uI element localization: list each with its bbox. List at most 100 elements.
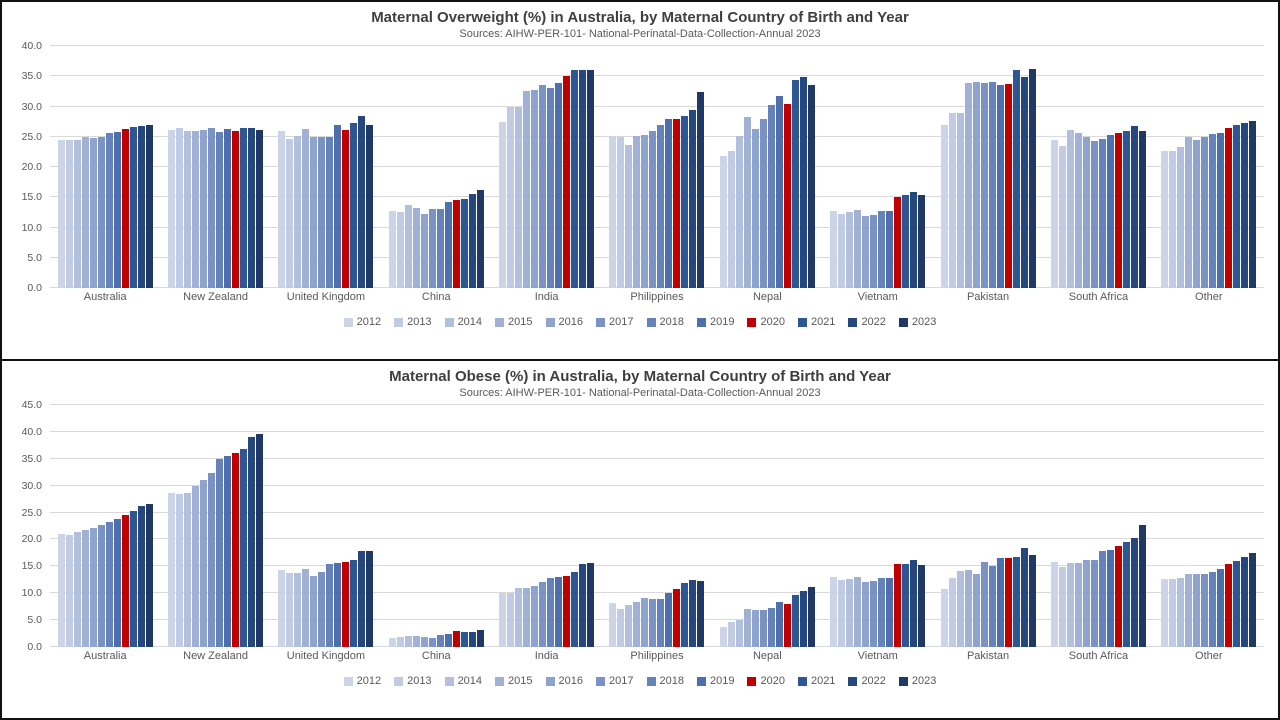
x-category-label: South Africa xyxy=(1068,291,1129,303)
bar-vietnam-2020 xyxy=(894,196,902,288)
bar-other-2017 xyxy=(1201,136,1209,288)
bar-other-2015 xyxy=(1185,574,1193,647)
x-category-label: China xyxy=(421,650,451,662)
bar-nepal-2019 xyxy=(775,601,783,647)
legend-label: 2019 xyxy=(709,316,735,328)
legend-label: 2019 xyxy=(709,675,735,687)
bar-pakistan-2016 xyxy=(972,82,980,288)
bar-pakistan-2021 xyxy=(1012,69,1020,288)
bar-philippines-2015 xyxy=(633,136,641,288)
bar-china-2023 xyxy=(476,629,484,647)
legend-swatch xyxy=(797,317,807,327)
bar-group xyxy=(1154,46,1264,288)
bar-india-2023 xyxy=(587,563,595,647)
bar-nepal-2012 xyxy=(719,155,727,288)
bar-china-2013 xyxy=(396,637,404,647)
bar-china-2020 xyxy=(452,630,460,647)
bar-other-2021 xyxy=(1233,124,1241,288)
bar-united-kingdom-2012 xyxy=(278,570,286,647)
legend-swatch xyxy=(495,317,505,327)
y-axis: 40.0 35.0 30.0 25.0 20.0 15.0 10.0 5.0 0.0 xyxy=(10,40,44,294)
legend-item-2012: 2012 xyxy=(343,675,382,687)
bar-other-2016 xyxy=(1193,574,1201,647)
legend-swatch xyxy=(343,317,353,327)
bar-australia-2022 xyxy=(137,125,145,288)
bar-united-kingdom-2012 xyxy=(278,130,286,288)
bar-nepal-2013 xyxy=(727,150,735,288)
legend-item-2014: 2014 xyxy=(444,316,482,328)
bar-united-kingdom-2016 xyxy=(310,136,318,288)
bar-vietnam-2012 xyxy=(830,576,838,647)
x-category-label: United Kingdom xyxy=(286,291,366,303)
bar-india-2022 xyxy=(579,69,587,288)
chart-subtitle: Sources: AIHW-PER-101- National-Perinata… xyxy=(459,387,821,399)
bar-india-2012 xyxy=(499,592,507,647)
bar-south-africa-2015 xyxy=(1074,132,1082,288)
bar-pakistan-2018 xyxy=(988,82,996,288)
bar-india-2014 xyxy=(515,106,523,288)
bar-united-kingdom-2018 xyxy=(326,563,334,647)
bar-nepal-2014 xyxy=(735,136,743,288)
bar-united-kingdom-2013 xyxy=(286,573,294,647)
bar-group xyxy=(602,46,712,288)
gridline xyxy=(50,105,1264,107)
bar-south-africa-2021 xyxy=(1122,131,1130,288)
bar-group xyxy=(823,46,933,288)
bar-india-2017 xyxy=(539,85,547,288)
legend-item-2015: 2015 xyxy=(495,675,533,687)
bar-new-zealand-2023 xyxy=(256,433,264,647)
bar-philippines-2013 xyxy=(617,608,625,647)
bar-other-2023 xyxy=(1249,553,1257,647)
bar-group xyxy=(1043,46,1153,288)
bar-vietnam-2022 xyxy=(910,192,918,288)
gridline xyxy=(50,646,1264,647)
bar-united-kingdom-2020 xyxy=(342,129,350,288)
legend-swatch xyxy=(898,676,908,686)
bar-other-2013 xyxy=(1169,579,1177,647)
bar-philippines-2019 xyxy=(665,592,673,647)
bar-china-2013 xyxy=(396,212,404,288)
bar-new-zealand-2016 xyxy=(200,130,208,288)
bar-philippines-2020 xyxy=(673,119,681,288)
y-tick-label: 20.0 xyxy=(21,533,42,546)
bar-nepal-2019 xyxy=(775,96,783,288)
legend-swatch xyxy=(646,676,656,686)
bar-other-2016 xyxy=(1193,140,1201,288)
bar-philippines-2017 xyxy=(649,598,657,647)
x-category-label: Philippines xyxy=(630,650,684,662)
bar-china-2018 xyxy=(436,635,444,647)
bar-group xyxy=(602,405,712,647)
bar-china-2016 xyxy=(420,637,428,647)
bar-pakistan-2022 xyxy=(1020,76,1028,288)
bar-india-2018 xyxy=(547,578,555,647)
bar-vietnam-2014 xyxy=(846,212,854,288)
bar-other-2021 xyxy=(1233,560,1241,647)
legend-label: 2021 xyxy=(810,316,836,328)
bar-south-africa-2023 xyxy=(1138,525,1146,647)
bar-united-kingdom-2021 xyxy=(350,122,358,288)
bar-vietnam-2015 xyxy=(854,209,862,288)
bar-nepal-2013 xyxy=(727,622,735,647)
bar-china-2015 xyxy=(412,635,420,647)
bar-australia-2018 xyxy=(105,133,113,288)
gridline xyxy=(50,287,1264,288)
legend-label: 2022 xyxy=(861,316,886,328)
bar-pakistan-2023 xyxy=(1028,69,1036,288)
legend-label: 2012 xyxy=(356,675,382,687)
legend: 2012 2013 2014 2015 2016 2017 2018 2019 2020 2021… xyxy=(2,675,1278,687)
bar-australia-2015 xyxy=(81,136,89,288)
bar-vietnam-2023 xyxy=(918,195,926,288)
bar-south-africa-2021 xyxy=(1122,542,1130,647)
bar-group xyxy=(712,405,822,647)
bar-nepal-2016 xyxy=(751,128,759,288)
bar-philippines-2021 xyxy=(681,116,689,288)
legend-label: 2023 xyxy=(911,316,937,328)
bar-south-africa-2022 xyxy=(1130,538,1138,647)
bar-united-kingdom-2013 xyxy=(286,139,294,288)
bar-australia-2016 xyxy=(89,528,97,647)
bar-philippines-2016 xyxy=(641,598,649,647)
bar-nepal-2012 xyxy=(719,627,727,647)
legend-item-2018: 2018 xyxy=(646,675,684,687)
x-category-label: Australia xyxy=(83,291,127,303)
bar-philippines-2019 xyxy=(665,119,673,288)
